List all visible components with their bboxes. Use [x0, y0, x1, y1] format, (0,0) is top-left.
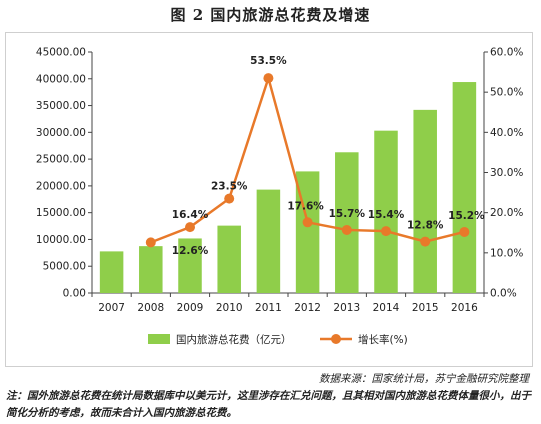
- growth-point: [263, 73, 274, 84]
- legend-bar-label: 国内旅游总花费（亿元）: [176, 333, 292, 346]
- x-tick-label: 2011: [255, 302, 282, 314]
- x-tick-label: 2010: [216, 302, 243, 314]
- legend-line-label: 增长率(%): [358, 333, 408, 346]
- x-tick-label: 2013: [333, 302, 360, 314]
- growth-point: [302, 217, 313, 228]
- growth-point: [224, 193, 235, 204]
- y-right-tick-label: 50.0%: [490, 87, 523, 99]
- growth-point: [185, 222, 195, 233]
- growth-label: 15.2%: [448, 210, 485, 222]
- y-left-tick-label: 45000.00: [36, 47, 86, 59]
- y-left-tick-label: 25000.00: [36, 154, 86, 166]
- growth-label: 17.6%: [287, 200, 324, 212]
- growth-point: [145, 237, 156, 248]
- y-left-tick-label: 0.00: [63, 288, 86, 300]
- bar: [374, 130, 398, 293]
- x-tick-label: 2016: [451, 302, 478, 314]
- bar: [256, 189, 281, 293]
- legend-line-marker: [331, 334, 341, 344]
- y-left-tick-label: 10000.00: [36, 234, 86, 246]
- x-tick-label: 2014: [373, 302, 400, 314]
- y-left-tick-label: 20000.00: [36, 180, 86, 192]
- bar-series: [99, 82, 477, 293]
- growth-label: 23.5%: [211, 181, 248, 193]
- y-left-tick-label: 40000.00: [36, 73, 86, 85]
- bar: [452, 82, 477, 293]
- y-right-tick-label: 10.0%: [490, 247, 523, 259]
- y-right-tick-label: 30.0%: [490, 167, 523, 179]
- growth-point: [420, 236, 431, 247]
- y-right-tick-label: 0.0%: [490, 288, 517, 300]
- legend: 国内旅游总花费（亿元） 增长率(%): [148, 333, 408, 346]
- growth-point: [459, 226, 470, 237]
- chart-frame: [5, 32, 533, 367]
- growth-label: 15.4%: [368, 209, 405, 221]
- growth-label: 12.8%: [407, 220, 444, 232]
- growth-label: 16.4%: [172, 209, 209, 221]
- footnote: 注：国外旅游总花费在统计局数据库中以美元计，这里涉存在汇兑问题，且其相对国内旅游…: [6, 390, 531, 419]
- y-left-tick-label: 30000.00: [36, 127, 86, 139]
- x-tick-label: 2008: [137, 302, 164, 314]
- growth-label: 53.5%: [250, 55, 287, 67]
- y-right-tick-label: 40.0%: [490, 127, 523, 139]
- growth-label: 15.7%: [329, 208, 366, 220]
- bar: [217, 225, 241, 293]
- y-left-tick-label: 15000.00: [36, 207, 86, 219]
- y-right-tick-label: 20.0%: [490, 207, 523, 219]
- chart-title: 图 2 国内旅游总花费及增速: [170, 6, 371, 24]
- bar: [413, 109, 437, 293]
- x-tick-label: 2012: [294, 302, 321, 314]
- bar: [139, 246, 163, 293]
- x-tick-label: 2007: [98, 302, 125, 314]
- growth-label: 12.6%: [172, 245, 209, 257]
- source-note: 数据来源：国家统计局，苏宁金融研究院整理: [319, 373, 529, 385]
- y-left-tick-label: 5000.00: [43, 261, 86, 273]
- y-right-tick-label: 60.0%: [490, 47, 523, 59]
- line-series: [145, 73, 470, 248]
- y-left-tick-label: 35000.00: [36, 100, 86, 112]
- bar: [178, 238, 202, 293]
- bar: [335, 152, 359, 293]
- bar: [99, 251, 124, 293]
- legend-bar-swatch: [148, 334, 170, 344]
- data-labels: 12.6% 16.4% 23.5% 53.5% 17.6% 15.7% 15.4%12.8%…: [172, 55, 485, 257]
- growth-point: [381, 226, 391, 237]
- x-tick-label: 2009: [177, 302, 204, 314]
- x-tick-label: 2015: [412, 302, 439, 314]
- growth-point: [341, 224, 352, 235]
